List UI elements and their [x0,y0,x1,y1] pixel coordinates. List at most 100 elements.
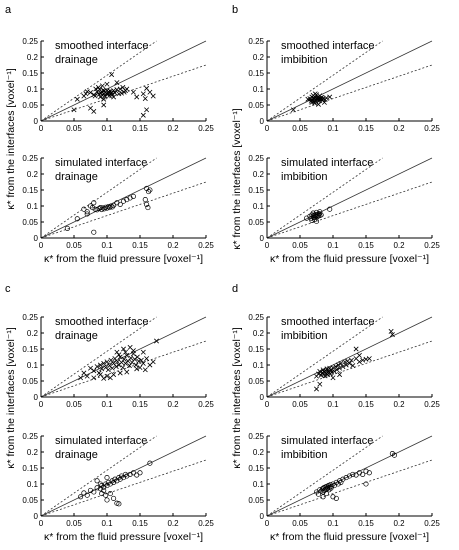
panel-b-bottom-point [317,209,323,215]
panel-a-bottom-point [74,216,80,222]
y-axis-label-a: κ* from the interfaces [voxel⁻¹] [5,68,17,210]
panel-c-bottom-y-tick-label: 0.2 [27,448,39,457]
panel-b-bottom-point [304,215,310,221]
panel-d-top-point [360,357,366,363]
panel-c-bottom-point [127,471,133,477]
panel-d-bottom-annotation: simulated interface [281,435,373,447]
panel-letter-b: b [232,4,238,16]
y-axis-label-c: κ* from the interfaces [voxel⁻¹] [5,327,17,469]
panel-a-bottom-point [89,205,96,211]
panel-d-bottom-point [366,470,372,476]
panel-c-bottom-point [99,491,105,497]
panel-d-top-point [330,365,336,371]
panel-d-top-point [388,328,394,334]
panel-a-top-point [114,80,120,86]
panel-c-top-point [107,375,113,381]
panel-c-bottom-x-tick-label: 0.25 [198,519,214,528]
panel-a-bottom-x-axis-label: κ* from the fluid pressure [voxel⁻¹] [44,253,203,265]
panel-c-top-point [115,359,121,365]
panel-a-top-point [112,90,118,96]
panel-c-top-point [124,352,130,358]
panel-c-top-point [104,373,110,379]
panel-d-bottom-point [343,475,349,481]
panel-c-top-point [121,356,127,362]
panel-b-bottom-point [313,218,320,224]
panel-a-bottom-point [105,204,111,210]
panel-b-top-y-tick-label: 0.25 [248,37,264,46]
panel-a-bottom-point [124,197,130,203]
panel-c-bottom-point [107,491,113,497]
panel-a-bottom-point [144,201,150,207]
panel-d-bottom-x-tick-label: 0 [265,519,270,528]
panel-c-top-x-tick-label: 0 [39,400,44,409]
panel-b-top-annotation: imbibition [281,54,327,66]
panel-c-top-x-tick-label: 0.2 [167,400,179,409]
panel-c-bottom-x-tick-label: 0 [39,519,44,528]
panel-c-bottom-annotation: simulated interface [55,435,147,447]
panel-d-top-point [356,352,362,358]
panel-b-bottom-y-tick-label: 0.2 [253,170,265,179]
panel-d-top-ref-line-upper [266,316,383,398]
panel-c-bottom-y-tick-label: 0 [34,512,39,521]
panel-d-bottom-point [363,468,369,474]
panel-a-bottom-point [147,187,153,193]
panel-d-top-point [343,362,349,368]
panel-c-bottom-x-tick-label: 0.15 [132,519,148,528]
panel-a-bottom-point [109,204,115,210]
panel-c-bottom-x-axis-label: κ* from the fluid pressure [voxel⁻¹] [44,531,203,543]
panel-d-top-point [334,367,340,373]
panel-d-top-y-tick-label: 0.05 [248,377,264,386]
panel-c-top-y-tick-label: 0.1 [27,361,39,370]
panel-c-top-point [104,359,110,365]
panel-a-bottom-point [99,206,105,213]
panel-c-top-point [150,359,156,365]
panel-c-top-point [144,356,150,362]
panel-b-bottom-point [313,209,320,215]
panel-c-top-point [114,349,120,355]
panel-d-bottom-y-tick-label: 0.05 [248,496,264,505]
panel-a-top-y-tick-label: 0.2 [27,53,39,62]
panel-b-top-x-tick-label: 0.2 [393,124,405,133]
panel-a-bottom-point [101,206,107,212]
panel-a-top-point [104,81,110,87]
panel-d-top-ref-line-identity [266,316,433,398]
panel-a-top-point [93,86,99,92]
panel-a-bottom-ref-line-identity [40,157,207,239]
panel-c-top-point [117,354,123,360]
panel-d-top-point [322,373,328,379]
panel-a-top-x-tick-label: 0.25 [198,124,214,133]
panel-c-top-point [122,349,128,355]
panel-c-bottom-x-tick-label: 0.05 [66,519,82,528]
panel-a-top-x-tick-label: 0.2 [167,124,179,133]
panel-c-top-point [94,364,100,370]
panel-d-top-point [347,360,352,366]
panel-b-top-point [323,95,329,101]
y-axis-label-b: κ* from the interfaces [voxel⁻¹] [231,108,243,250]
panel-c-bottom-point [111,495,117,501]
panel-a-top-point [102,93,108,99]
panel-d-top-point [338,360,344,366]
y-axis-label-d: κ* from the interfaces [voxel⁻¹] [231,327,243,469]
panel-d-bottom-x-tick-label: 0.1 [327,519,339,528]
panel-a-top-y-tick-label: 0.1 [27,85,39,94]
panel-c-top-point [105,367,111,373]
panel-a-bottom-x-tick-label: 0.2 [167,241,179,250]
panel-c-top-point [97,362,103,368]
panel-c-bottom-y-tick-label: 0.25 [22,432,38,441]
panel-d-top-y-tick-label: 0.15 [248,345,264,354]
panel-a-top-point [119,90,125,96]
panel-d-top-y-tick-label: 0.2 [253,329,265,338]
panel-a-bottom-point [96,206,102,212]
panel-a-bottom-annotation: drainage [55,171,98,183]
panel-b-top-point [290,107,296,113]
panel-c-top-point [109,365,115,371]
panel-a-bottom-point [91,229,97,235]
panel-d-bottom-annotation: imbibition [281,449,327,461]
panel-c-top-annotation: smoothed interface [55,316,149,328]
panel-a-bottom-point [142,197,148,203]
panel-a-top-annotation: smoothed interface [55,40,149,52]
panel-c-bottom-point [91,489,97,495]
panel-d-top-x-tick-label: 0.1 [327,400,339,409]
panel-letter-a: a [5,4,12,16]
panel-d-bottom-y-tick-label: 0.15 [248,464,264,473]
